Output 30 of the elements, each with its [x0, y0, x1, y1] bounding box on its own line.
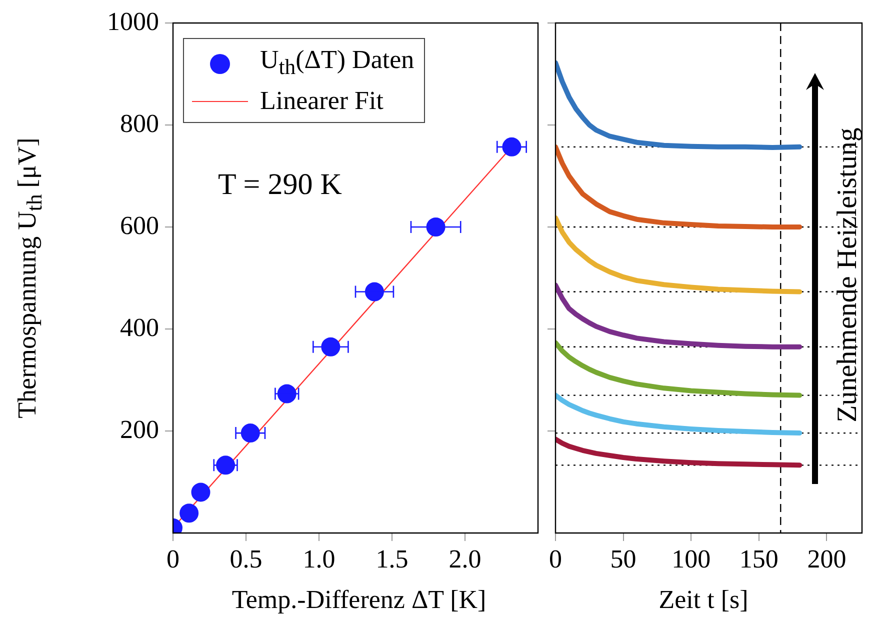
- x-tick-label: 0: [549, 544, 562, 574]
- x-tick-label: 0: [166, 544, 180, 574]
- annotation: Zunehmende Heizleistung: [832, 128, 864, 422]
- point: [191, 482, 210, 502]
- annotation: T = 290 K: [218, 168, 342, 202]
- x-tick-label: 0.5: [230, 544, 262, 574]
- point: [502, 137, 522, 156]
- legend-label: U$_{th}$(ΔT) Daten: [260, 44, 414, 82]
- x-tick-label: 200: [807, 544, 846, 574]
- point: [180, 504, 199, 523]
- x-tick-label: 2.0: [448, 544, 482, 574]
- y-tick-label: 400: [120, 312, 159, 342]
- y-tick-label: 200: [120, 414, 159, 444]
- y-tick-label: 1000: [107, 6, 159, 36]
- y-tick-label: 600: [120, 210, 159, 240]
- y-tick-label: 800: [120, 108, 159, 138]
- x-axis-title: Zeit t [s]: [658, 585, 750, 615]
- x-tick-label: 1.0: [302, 544, 336, 574]
- point: [321, 337, 340, 356]
- point: [277, 384, 296, 404]
- point: [364, 282, 384, 302]
- point: [216, 456, 236, 475]
- x-axis-title: Temp.-Differenz ΔT [K]: [230, 585, 488, 615]
- legend-label: Linearer Fit: [260, 85, 384, 118]
- point: [240, 424, 260, 443]
- x-tick-label: 150: [739, 544, 778, 574]
- x-tick-label: 1.5: [376, 544, 408, 574]
- point: [426, 218, 446, 236]
- x-tick-label: 100: [672, 544, 711, 574]
- x-tick-label: 50: [610, 544, 636, 574]
